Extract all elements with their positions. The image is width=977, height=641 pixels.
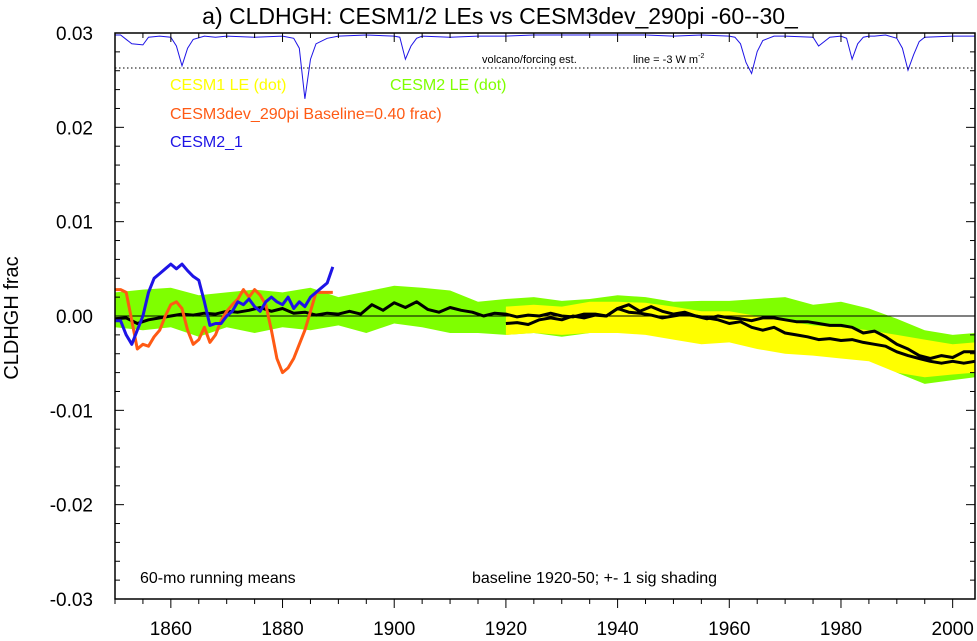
y-tick-label: -0.01 — [50, 401, 93, 422]
band-cesm2-le-dot — [115, 285, 975, 384]
x-tick-label: 1960 — [708, 619, 750, 640]
volcano-forcing-line — [115, 34, 975, 99]
legend-entry-cesm1-le-dot: CESM1 LE (dot) — [170, 77, 286, 94]
x-tick-label: 1920 — [485, 619, 527, 640]
y-tick-label: 0.01 — [56, 213, 93, 234]
x-tick-label: 1860 — [150, 619, 192, 640]
series-line-cesm2-1 — [115, 262, 335, 346]
volcano-line-label-sup: -2 — [698, 53, 704, 60]
legend-entry-cesm2-le-dot: CESM2 LE (dot) — [390, 77, 506, 94]
y-axis-label: CLDHGH frac — [1, 256, 23, 379]
series-lines — [114, 262, 976, 375]
y-tick-label: 0.03 — [56, 24, 93, 45]
legend-entry-cesm2-1: CESM2_1 — [170, 134, 243, 151]
running-means-note: 60-mo running means — [140, 570, 296, 587]
series-line-cesm3dev-290pi-baseline-0-40-frac — [115, 288, 333, 375]
volcano-label: volcano/forcing est. — [482, 54, 577, 66]
chart-title: a) CLDHGH: CESM1/2 LEs vs CESM3dev_290pi… — [202, 3, 799, 29]
shading-bands — [115, 285, 975, 384]
x-tick-label: 1980 — [820, 619, 862, 640]
y-tick-label: 0.02 — [56, 118, 93, 139]
legend: CESM1 LE (dot) CESM2 LE (dot) CESM3dev_290… — [170, 77, 506, 151]
volcano-line-label-text: line = -3 W m — [633, 54, 698, 66]
x-tick-label: 1940 — [596, 619, 638, 640]
annotations: volcano/forcing est. line = -3 W m-2 60-… — [140, 53, 717, 587]
x-tick-label: 1880 — [261, 619, 303, 640]
baseline-note: baseline 1920-50; +- 1 sig shading — [472, 570, 717, 587]
y-axis: -0.03 -0.02 -0.01 0.00 0.01 0.02 0.03 — [50, 24, 975, 611]
x-tick-label: 1900 — [373, 619, 415, 640]
x-tick-label: 2000 — [932, 619, 974, 640]
band-cesm1-le-dot — [505, 301, 975, 378]
y-tick-label: -0.03 — [50, 590, 93, 611]
series-line-cesm1-le-dot — [505, 303, 976, 365]
volcano-line-label: line = -3 W m-2 — [633, 53, 704, 66]
x-axis: 1860 1880 1900 1920 1940 1960 1980 2000 — [114, 33, 974, 640]
y-tick-label: 0.00 — [56, 307, 93, 328]
volcano-forcing — [115, 34, 975, 99]
y-tick-label: -0.02 — [50, 496, 93, 517]
legend-entry-cesm3dev-290pi-baseline-0-40-frac: CESM3dev_290pi Baseline=0.40 frac) — [170, 106, 442, 123]
